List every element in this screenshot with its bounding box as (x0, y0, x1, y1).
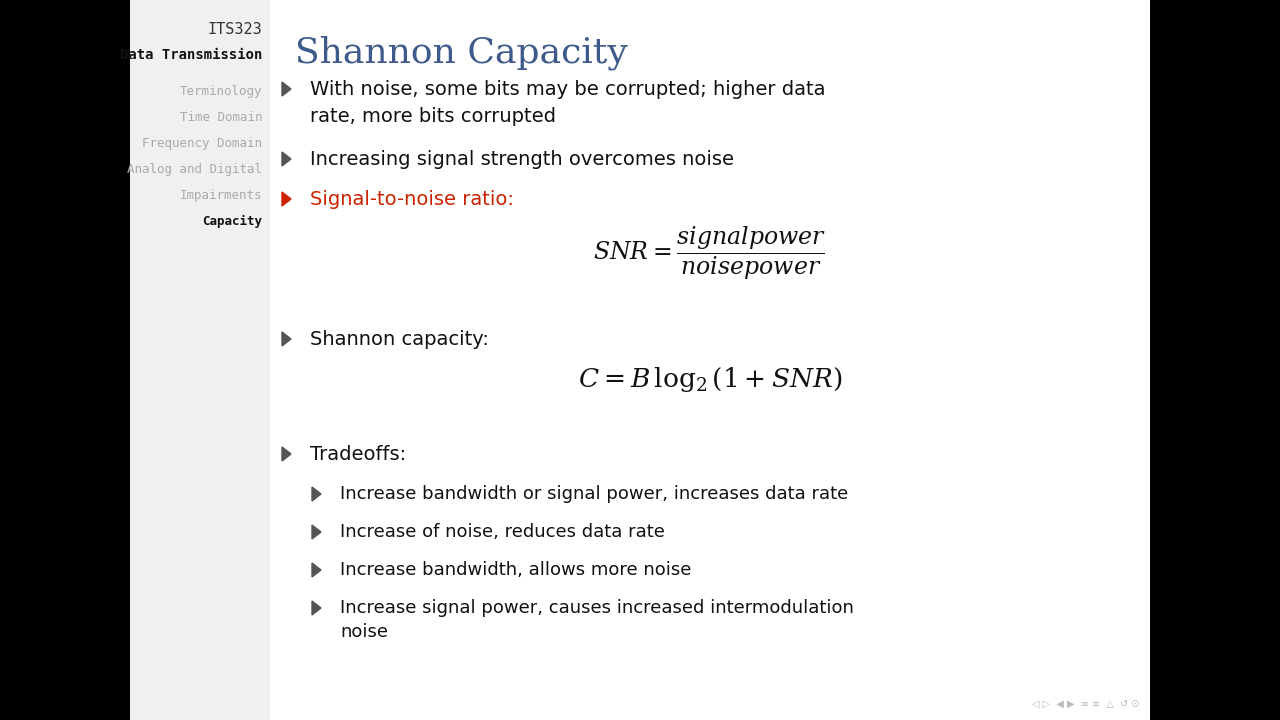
Text: Impairments: Impairments (179, 189, 262, 202)
Text: Time Domain: Time Domain (179, 111, 262, 124)
Text: Increase bandwidth or signal power, increases data rate: Increase bandwidth or signal power, incr… (340, 485, 849, 503)
Text: Terminology: Terminology (179, 85, 262, 98)
Text: Increase bandwidth, allows more noise: Increase bandwidth, allows more noise (340, 561, 691, 579)
Text: $SNR = \dfrac{signalpower}{noisepower}$: $SNR = \dfrac{signalpower}{noisepower}$ (594, 225, 827, 282)
Text: Increase signal power, causes increased intermodulation
noise: Increase signal power, causes increased … (340, 599, 854, 641)
Text: With noise, some bits may be corrupted; higher data
rate, more bits corrupted: With noise, some bits may be corrupted; … (310, 80, 826, 125)
Bar (270, 0, 1149, 720)
Polygon shape (312, 601, 321, 615)
Text: Frequency Domain: Frequency Domain (142, 137, 262, 150)
Text: Tradeoffs:: Tradeoffs: (310, 445, 406, 464)
Polygon shape (282, 192, 291, 206)
Text: Data Transmission: Data Transmission (119, 48, 262, 62)
Text: ◁ ▷  ◀ ▶  ≡ ≡  △  ↺ ⊙: ◁ ▷ ◀ ▶ ≡ ≡ △ ↺ ⊙ (1033, 700, 1140, 710)
Text: Analog and Digital: Analog and Digital (127, 163, 262, 176)
Text: Increasing signal strength overcomes noise: Increasing signal strength overcomes noi… (310, 150, 733, 169)
Polygon shape (312, 525, 321, 539)
Text: Increase of noise, reduces data rate: Increase of noise, reduces data rate (340, 523, 664, 541)
Polygon shape (312, 487, 321, 501)
Polygon shape (282, 447, 291, 461)
Text: Shannon capacity:: Shannon capacity: (310, 330, 489, 349)
Bar (131, 0, 270, 720)
Text: Shannon Capacity: Shannon Capacity (294, 35, 627, 70)
Text: Capacity: Capacity (202, 215, 262, 228)
Text: $C = B\,\log_2\left(1 + SNR\right)$: $C = B\,\log_2\left(1 + SNR\right)$ (577, 365, 842, 394)
Text: ITS323: ITS323 (207, 22, 262, 37)
Text: Signal-to-noise ratio:: Signal-to-noise ratio: (310, 190, 513, 209)
Polygon shape (282, 82, 291, 96)
Polygon shape (282, 152, 291, 166)
Polygon shape (312, 563, 321, 577)
Polygon shape (282, 332, 291, 346)
